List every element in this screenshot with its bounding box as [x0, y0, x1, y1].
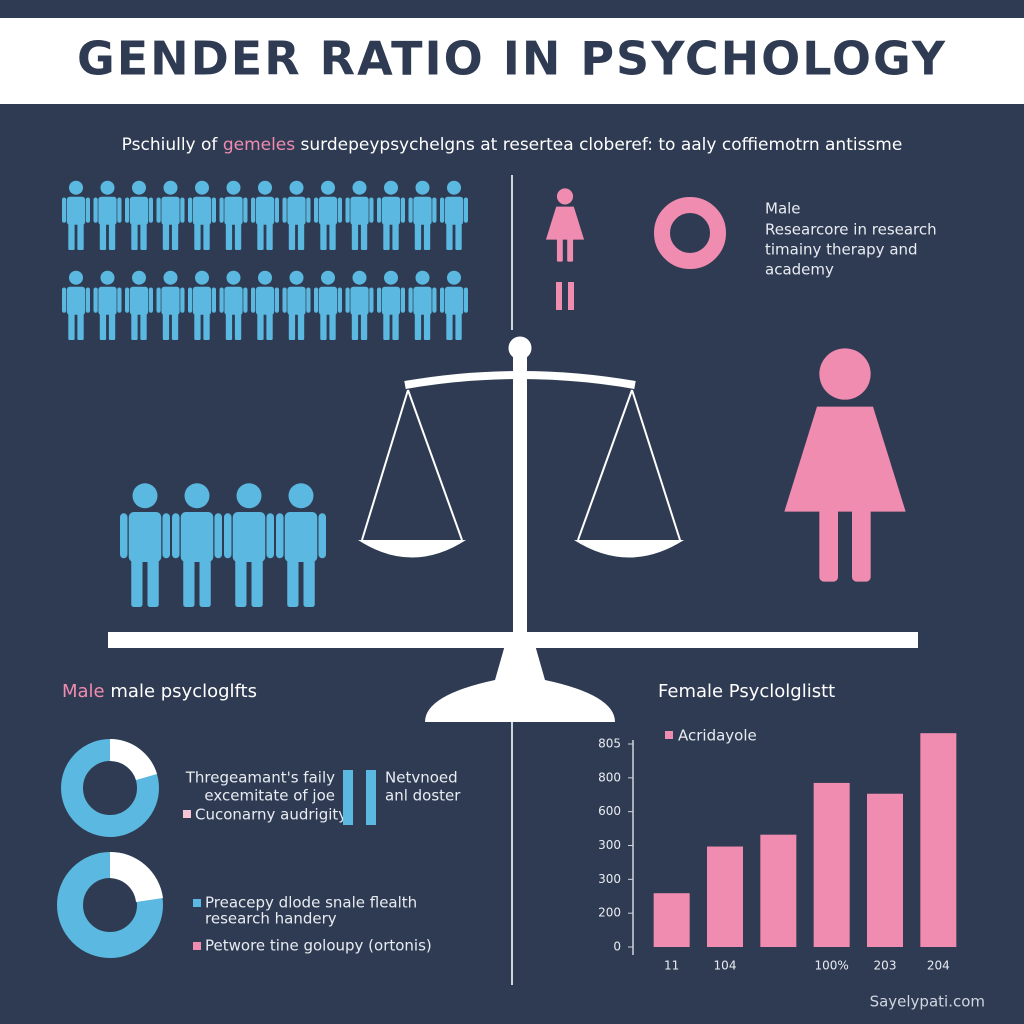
female-icon-large [784, 348, 906, 582]
female-icon-part [568, 282, 574, 310]
y-tick-label: 300 [598, 838, 621, 852]
male-icon [282, 270, 311, 340]
donut-segment [110, 739, 157, 780]
male-icon [314, 270, 342, 340]
text-line: excemitate of joe [204, 787, 335, 805]
subtitle-highlight: gemeles [223, 135, 295, 155]
male-icon [345, 180, 374, 250]
y-tick-label: 600 [598, 804, 621, 818]
legend-text: Acridayole [678, 727, 757, 745]
male-icon [120, 483, 170, 607]
male-icon [377, 270, 405, 340]
text-line: Researcore in research [765, 221, 937, 239]
male-icon [224, 483, 274, 607]
male-icon [62, 180, 90, 250]
title-bar [0, 18, 1024, 104]
legend-swatch [193, 899, 201, 907]
male-icon [408, 270, 437, 340]
y-tick-label: 805 [598, 737, 621, 751]
male-icon [125, 180, 153, 250]
y-tick-label: 200 [598, 906, 621, 920]
text-line: research handery [205, 910, 337, 928]
donut [654, 197, 726, 269]
x-tick-label: 203 [874, 959, 897, 973]
text-line: timainy therapy and [765, 241, 918, 259]
subtitle-part: Pschiully of [122, 135, 219, 155]
y-tick-label: 300 [598, 872, 621, 886]
section-title: Male male psycloglfts [62, 681, 257, 702]
title: GENDER RATIO IN PSYCHOLOGY [77, 32, 947, 86]
male-icon [188, 270, 216, 340]
male-icon [276, 483, 326, 607]
male-icon [219, 180, 248, 250]
subtitle-part: surdepeypsychelgns at resertea cloberef:… [301, 135, 903, 155]
male-icons-large [120, 483, 326, 607]
male-icon [125, 270, 153, 340]
male-icon [219, 270, 248, 340]
chart-title: Female Psyclolglistt [658, 681, 835, 702]
title-part: male psycloglfts [110, 681, 257, 702]
donut-segment [110, 851, 163, 902]
male-icon [156, 180, 185, 250]
male-icon [188, 180, 216, 250]
male-icon [345, 270, 374, 340]
male-icon [93, 180, 122, 250]
female-icon [545, 188, 585, 262]
footer: Sayelypati.com [870, 993, 985, 1011]
male-icon [377, 180, 405, 250]
text-line: Preacepy dlode snale flealth [205, 894, 417, 912]
x-tick-label: 100% [815, 959, 849, 973]
text-line: Thregeamant's faily [185, 769, 335, 787]
male-icon [172, 483, 222, 607]
male-icon [314, 180, 342, 250]
male-icon [440, 180, 468, 250]
male-icon [251, 270, 279, 340]
male-icons [62, 180, 468, 340]
text-line: Netvnoed [385, 769, 458, 787]
bar [867, 793, 903, 947]
male-icon [440, 270, 468, 340]
y-tick-label: 0 [613, 940, 621, 954]
bar-icon [343, 770, 353, 825]
bar [707, 846, 743, 947]
y-tick-label: 800 [598, 770, 621, 784]
legend-swatch [183, 810, 191, 818]
legend-swatch [665, 731, 673, 739]
legend-swatch [193, 942, 201, 950]
x-tick-label: 104 [714, 959, 737, 973]
bar [653, 893, 690, 947]
bar-icon [366, 770, 376, 825]
male-icon [156, 270, 185, 340]
male-icon [408, 180, 437, 250]
female-icon-part [556, 282, 562, 310]
subtitle: Pschiully of gemeles surdepeypsychelgns … [122, 135, 903, 155]
bar [813, 782, 850, 947]
male-icon [93, 270, 122, 340]
male-icon [282, 180, 311, 250]
text-line: anl doster [385, 787, 461, 805]
scale [108, 336, 918, 722]
x-tick-label: 204 [927, 959, 950, 973]
bar [920, 733, 957, 947]
text-line: academy [765, 261, 834, 279]
text-line: Petwore tine goloupy (ortonis) [205, 937, 432, 955]
x-tick-label: 11 [664, 959, 679, 973]
legend-text: Cuconarny audrigity [195, 806, 347, 824]
heading: Male [765, 200, 801, 218]
male-icon [62, 270, 90, 340]
highlight: Male [62, 681, 105, 702]
male-icon [251, 180, 279, 250]
bar [760, 834, 797, 947]
